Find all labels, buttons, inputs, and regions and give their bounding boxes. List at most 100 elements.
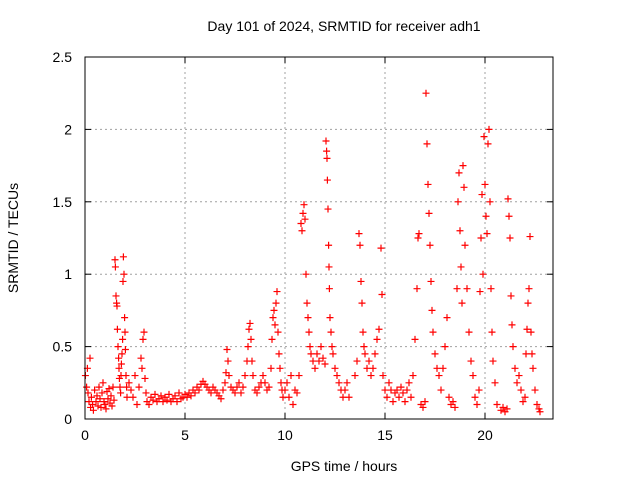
data-point (110, 396, 118, 404)
data-point (111, 263, 119, 271)
data-point (351, 372, 359, 380)
data-point (285, 393, 293, 401)
data-point (118, 350, 126, 358)
data-point (475, 386, 483, 394)
data-point (329, 350, 337, 358)
x-tick-label: 0 (81, 427, 89, 443)
data-point (453, 285, 461, 293)
data-point (431, 350, 439, 358)
data-point (451, 403, 459, 411)
data-point (505, 212, 513, 220)
data-point (111, 256, 119, 264)
data-point (429, 328, 437, 336)
data-point (83, 383, 91, 391)
data-point (91, 386, 99, 394)
data-point (207, 389, 215, 397)
data-point (86, 354, 94, 362)
data-point (531, 386, 539, 394)
data-point (119, 277, 127, 285)
data-point (481, 180, 489, 188)
data-point (399, 389, 407, 397)
data-point (295, 372, 303, 380)
data-point (428, 306, 436, 314)
data-point (117, 389, 125, 397)
data-point (301, 215, 309, 223)
data-point (513, 379, 521, 387)
data-point (289, 401, 297, 409)
data-point (237, 389, 245, 397)
data-point (121, 328, 129, 336)
data-point (293, 389, 301, 397)
data-point (307, 350, 315, 358)
data-point (231, 389, 239, 397)
tick-layer: 0 5 10 15 20 0 0.5 1 1.5 2 2.5 (53, 49, 553, 443)
data-point (102, 405, 110, 413)
data-point (326, 314, 334, 322)
data-point (119, 253, 127, 261)
data-point (115, 354, 123, 362)
data-point (508, 321, 516, 329)
data-point (323, 154, 331, 162)
data-point (517, 386, 525, 394)
data-point (424, 180, 432, 188)
data-point (92, 398, 100, 406)
data-point (191, 389, 199, 397)
data-point (187, 392, 195, 400)
data-point (463, 285, 471, 293)
data-point (233, 383, 241, 391)
data-point (339, 393, 347, 401)
data-point (439, 364, 447, 372)
data-point (89, 406, 97, 414)
data-point (449, 398, 457, 406)
data-point (261, 379, 269, 387)
data-point (357, 277, 365, 285)
data-point (247, 335, 255, 343)
data-point (435, 372, 443, 380)
data-point (407, 393, 415, 401)
data-point (457, 263, 465, 271)
data-point (393, 386, 401, 394)
data-point (304, 314, 312, 322)
data-point (84, 389, 92, 397)
data-point (127, 386, 135, 394)
data-point (255, 383, 263, 391)
data-point (268, 335, 276, 343)
data-point (461, 241, 469, 249)
data-point (499, 403, 507, 411)
data-point (306, 343, 314, 351)
data-point (456, 227, 464, 235)
data-point (409, 372, 417, 380)
data-point (401, 398, 409, 406)
data-point (422, 89, 430, 97)
data-point (123, 383, 131, 391)
data-point (114, 343, 122, 351)
data-point (426, 241, 434, 249)
data-point (377, 244, 385, 252)
data-point (522, 350, 530, 358)
data-point (343, 379, 351, 387)
data-point (113, 302, 121, 310)
data-point (504, 195, 512, 203)
data-point (506, 234, 514, 242)
data-point (459, 162, 467, 170)
data-point (423, 140, 431, 148)
data-point (219, 386, 227, 394)
data-point (323, 147, 331, 155)
data-point (369, 364, 377, 372)
data-point (489, 357, 497, 365)
data-point (333, 372, 341, 380)
data-point (135, 383, 143, 391)
data-point (361, 350, 369, 358)
data-point (249, 372, 257, 380)
chart-title: Day 101 of 2024, SRMTID for receiver adh… (207, 18, 480, 34)
data-point (455, 169, 463, 177)
data-point (414, 234, 422, 242)
y-axis-label: SRMTID / TECUs (5, 183, 21, 293)
data-point (253, 389, 261, 397)
data-point (287, 372, 295, 380)
data-point (157, 392, 165, 400)
data-point (445, 393, 453, 401)
data-point (479, 270, 487, 278)
data-point (395, 393, 403, 401)
